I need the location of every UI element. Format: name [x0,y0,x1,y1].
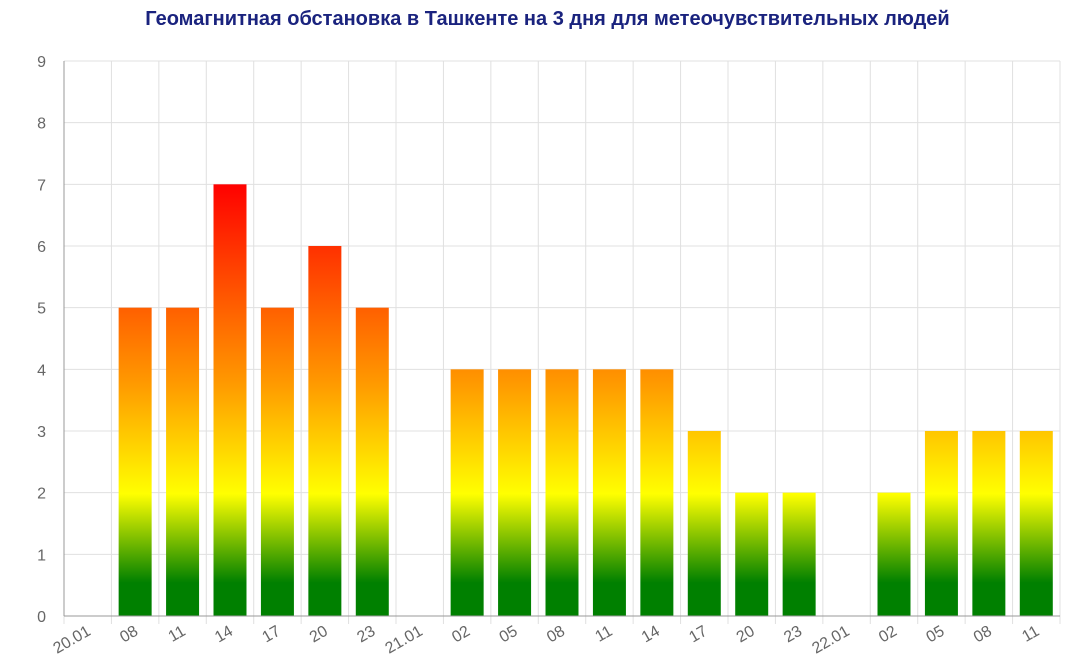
y-tick-label: 4 [37,362,46,379]
x-tick-label: 11 [593,623,616,646]
bar [355,307,389,616]
bar [498,369,532,616]
x-tick-label: 22.01 [809,623,852,658]
x-tick-label: 20 [734,623,758,647]
x-tick-label: 11 [1019,623,1042,646]
x-tick-label: 05 [497,623,521,647]
y-tick-label: 8 [37,116,46,133]
bar [640,369,674,616]
bar [924,431,958,616]
y-tick-label: 3 [37,424,46,441]
y-tick-label: 0 [37,609,46,626]
x-tick-label: 20 [307,623,331,647]
bar [592,369,626,616]
x-tick-label: 08 [544,623,568,647]
x-tick-label: 02 [876,623,900,647]
bar [450,369,484,616]
axes [63,61,1060,617]
x-tick-label: 08 [117,623,141,647]
x-tick-label: 21.01 [383,623,426,658]
x-tick-label: 23 [781,623,805,647]
x-tick-label: 05 [924,623,948,647]
bars [118,184,1053,616]
y-tick-label: 7 [37,177,46,194]
x-tick-label: 02 [449,623,473,647]
chart-title: Геомагнитная обстановка в Ташкенте на 3 … [145,8,950,30]
y-tick-label: 2 [37,486,46,503]
y-tick-label: 9 [37,54,46,71]
y-tick-label: 5 [37,301,46,318]
bar [545,369,579,616]
bar [972,431,1006,616]
y-tick-labels: 0 1 2 3 4 5 6 7 8 9 [37,54,46,626]
bar [877,492,911,616]
bar [166,307,200,616]
bar [1019,431,1053,616]
x-tick-label: 14 [212,623,236,647]
bar [308,246,342,616]
bar [782,492,816,616]
x-tick-label: 17 [686,623,710,647]
x-tick-label: 14 [639,623,663,647]
x-tick-label: 20.01 [51,623,94,658]
bar [118,307,152,616]
bar [687,431,721,616]
x-tick-label: 08 [971,623,995,647]
bar [213,184,247,616]
bar [735,492,769,616]
bar [260,307,294,616]
x-tick-label: 17 [260,623,284,647]
x-tick-label: 23 [354,623,378,647]
x-tick-label: 11 [166,623,189,646]
y-tick-label: 1 [37,547,46,564]
y-tick-label: 6 [37,239,46,256]
x-tick-labels: 20.01 08 11 14 17 20 23 21.01 02 05 08 11 14 17 20 23 22… [51,623,1043,658]
